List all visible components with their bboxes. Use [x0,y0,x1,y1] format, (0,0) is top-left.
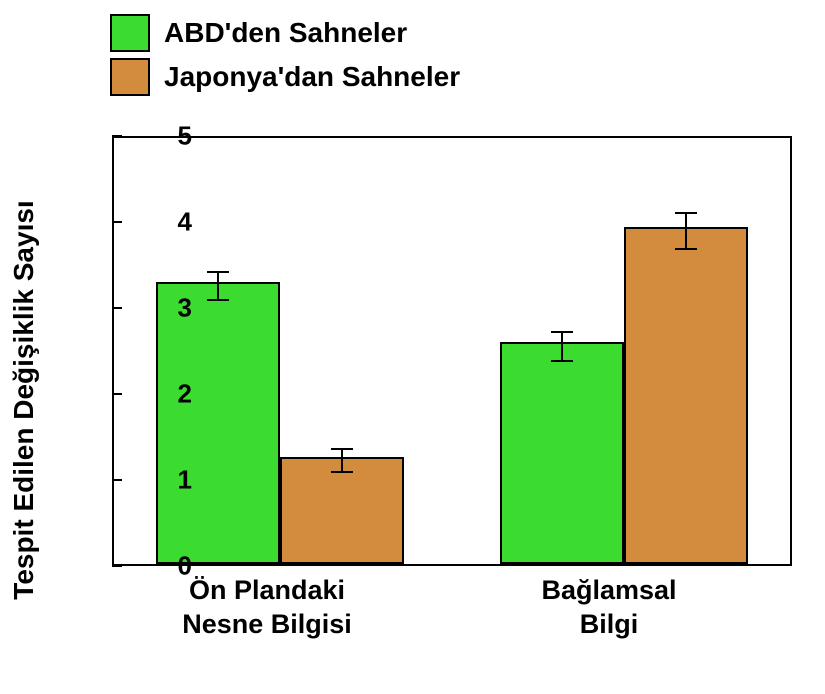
y-tick-label: 4 [152,207,192,238]
y-tick-label: 5 [152,121,192,152]
legend-item-0: ABD'den Sahneler [110,14,460,52]
y-tick-mark [112,307,122,309]
error-cap [675,212,697,214]
error-bar [217,272,219,300]
error-cap [551,360,573,362]
y-tick-label: 1 [152,465,192,496]
bar [624,227,748,564]
bar [156,282,280,564]
y-tick-mark [112,479,122,481]
error-cap [675,248,697,250]
error-bar [561,332,563,361]
bar [500,342,624,564]
legend-label-1: Japonya'dan Sahneler [164,61,460,93]
x-category-0: Ön PlandakiNesne Bilgisi [112,574,422,642]
plot-area [112,136,792,566]
legend: ABD'den Sahneler Japonya'dan Sahneler [110,14,460,102]
y-tick-mark [112,393,122,395]
y-tick-mark [112,221,122,223]
legend-swatch-0 [110,14,150,52]
error-cap [331,471,353,473]
error-cap [331,448,353,450]
error-cap [207,299,229,301]
y-tick-label: 3 [152,293,192,324]
legend-label-0: ABD'den Sahneler [164,17,407,49]
y-tick-label: 2 [152,379,192,410]
y-axis-label: Tespit Edilen Değişiklik Sayısı [8,200,40,599]
y-tick-mark [112,135,122,137]
error-bar [341,449,343,471]
error-cap [207,271,229,273]
legend-item-1: Japonya'dan Sahneler [110,58,460,96]
error-bar [685,213,687,249]
x-category-1: BağlamsalBilgi [454,574,764,642]
error-cap [551,331,573,333]
legend-swatch-1 [110,58,150,96]
y-tick-mark [112,565,122,567]
chart: Tespit Edilen Değişiklik Sayısı 012345 Ö… [34,130,804,670]
